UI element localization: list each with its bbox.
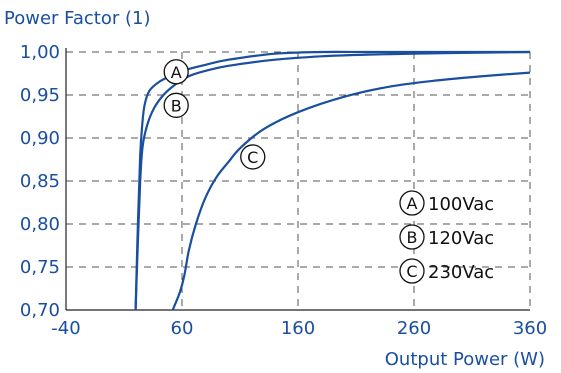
axes xyxy=(65,48,530,311)
x-tick-label: 60 xyxy=(171,318,194,339)
curve-marker-letter-a: A xyxy=(171,63,182,82)
legend-label-a: 100Vac xyxy=(428,194,494,215)
legend-label-b: 120Vac xyxy=(428,228,494,249)
curve-marker-b xyxy=(163,92,189,118)
series-line-c xyxy=(171,71,531,311)
legend-marker-letter-b: B xyxy=(407,228,418,247)
series-markers: AB C xyxy=(163,59,266,170)
y-tick-label: 1,00 xyxy=(20,42,60,63)
legend-marker-a xyxy=(399,190,425,216)
legend-marker-letter-c: C xyxy=(406,262,417,281)
curve-marker-c xyxy=(240,144,266,170)
y-tick-label: 0,80 xyxy=(20,214,60,235)
tick-labels: 0,70 0,75 0,80 0,85 0,90 0,95 1,00 -40 60 160 260 3… xyxy=(20,42,547,339)
y-tick-label: 0,75 xyxy=(20,257,60,278)
x-tick-label: 360 xyxy=(513,318,547,339)
legend: A 100Vac B 120Vac C 230Vac xyxy=(399,190,494,284)
y-tick-label: 0,70 xyxy=(20,300,60,321)
x-tick-label: 260 xyxy=(397,318,431,339)
y-axis-title: Power Factor (1) xyxy=(4,8,150,29)
series-line-b xyxy=(134,50,531,311)
legend-marker-b xyxy=(399,224,425,250)
x-tick-label: 160 xyxy=(281,318,315,339)
legend-marker-letter-a: A xyxy=(407,194,418,213)
y-tick-label: 0,85 xyxy=(20,171,60,192)
legend-label-c: 230Vac xyxy=(428,262,494,283)
x-tick-label: -40 xyxy=(51,318,80,339)
curve-marker-letter-c: C xyxy=(247,148,258,167)
curve-marker-letter-b: B xyxy=(171,96,182,115)
curve-marker-a xyxy=(163,59,189,85)
x-axis-title: Output Power (W) xyxy=(385,349,545,370)
legend-marker-c xyxy=(399,258,425,284)
y-tick-label: 0,90 xyxy=(20,128,60,149)
y-tick-label: 0,95 xyxy=(20,85,60,106)
